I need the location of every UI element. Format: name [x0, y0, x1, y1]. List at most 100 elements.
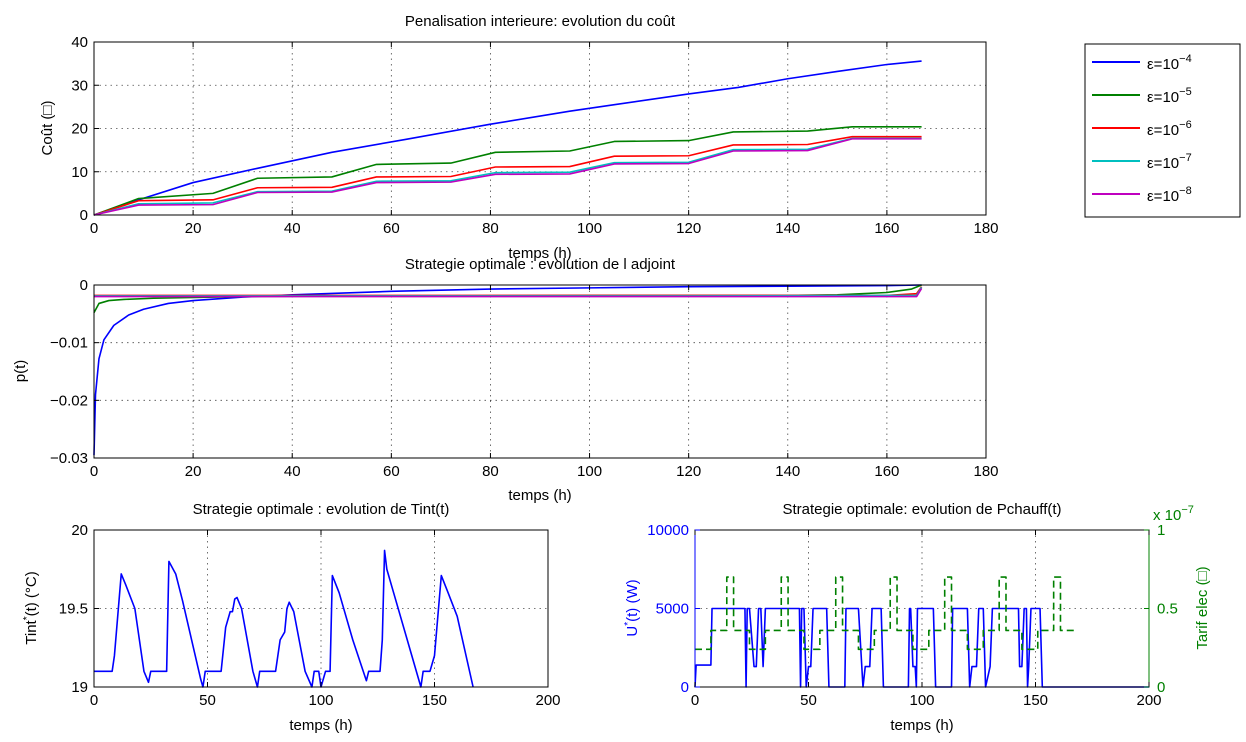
cost-chart: 0 20 40 60 80 100 120 140 160 180 0 10 20 30 40 Penali…: [39, 13, 1241, 262]
cost-left-ytick-label-4: 40: [71, 34, 88, 51]
cost-ylabel: Coût (□): [39, 101, 56, 156]
pchauff-series-0: [694, 607, 1149, 688]
cost-xtick-label-0: 0: [90, 220, 98, 237]
pchauff-right-ytick-label-1: 0.5: [1157, 601, 1178, 618]
pchauff-left-ylabel-sup: *: [623, 622, 634, 626]
tint-series: [94, 549, 474, 688]
legend-label-0: ε=10−4: [1147, 53, 1192, 73]
cost-xlabel: temps (h): [508, 245, 571, 262]
cost-series-3: [93, 137, 922, 216]
cost-xtick-label-5: 100: [577, 220, 602, 237]
legend-label-4: ε=10−8: [1147, 185, 1192, 205]
adjoint-left-ytick-label-2: −0.01: [50, 335, 88, 352]
tint-grid: [94, 530, 548, 687]
adjoint-xtick-label-8: 160: [874, 463, 899, 480]
pchauff-right-ylabel: Tarif elec (□): [1194, 566, 1211, 649]
adjoint-xtick-label-7: 140: [775, 463, 800, 480]
cost-xtick-label-3: 60: [383, 220, 400, 237]
cost-xtick-label-1: 20: [185, 220, 202, 237]
tint-ylabel-base: Tint: [23, 619, 40, 644]
adjoint-xlabel: temps (h): [508, 487, 571, 504]
tint-title: Strategie optimale : evolution de Tint(t…: [193, 501, 450, 518]
cost-xtick-label-6: 120: [676, 220, 701, 237]
legend-label-3: ε=10−7: [1147, 152, 1192, 172]
cost-xtick-label-7: 140: [775, 220, 800, 237]
tint-ticks: 0 50 100 150 200 19 19.5 20: [59, 522, 561, 709]
pchauff-xtick-label-0: 0: [691, 692, 699, 709]
tint-left-ytick-label-1: 19.5: [59, 601, 88, 618]
pchauff-left-ylabel: U*(t) (W): [623, 579, 641, 636]
cost-title: Penalisation interieure: evolution du co…: [405, 13, 676, 30]
pchauff-right-exponent: x 10−7: [1153, 504, 1194, 524]
pchauff-xlabel: temps (h): [890, 717, 953, 734]
tint-ylabel-sup: *: [22, 616, 33, 620]
adjoint-chart: 0 20 40 60 80 100 120 140 160 180−0.03−0.02−0.010…: [12, 256, 999, 504]
adjoint-xtick-label-4: 80: [482, 463, 499, 480]
cost-left-ytick-label-2: 20: [71, 121, 88, 138]
tint-xlabel: temps (h): [289, 717, 352, 734]
pchauff-series: [694, 576, 1149, 688]
adjoint-xtick-label-6: 120: [676, 463, 701, 480]
adjoint-left-ytick-label-3: 0: [80, 277, 88, 294]
adjoint-xtick-label-9: 180: [973, 463, 998, 480]
pchauff-left-ylabel-rest: (t) (W): [624, 579, 641, 621]
cost-xtick-label-2: 40: [284, 220, 301, 237]
cost-xtick-label-8: 160: [874, 220, 899, 237]
adjoint-plot-area: [93, 284, 987, 459]
legend-box: [1084, 43, 1241, 218]
legend-label-2: ε=10−6: [1147, 119, 1192, 139]
tint-ylabel: Tint*(t) (°C): [22, 571, 40, 645]
cost-left-ytick-label-0: 0: [80, 207, 88, 224]
cost-left-ytick-label-1: 10: [71, 164, 88, 181]
adjoint-ticks: 0 20 40 60 80 100 120 140 160 180 −0.03 −0.02 −0.01 0: [50, 277, 998, 480]
cost-series-2: [93, 135, 922, 216]
adjoint-xtick-label-2: 40: [284, 463, 301, 480]
tint-left-ytick-label-2: 20: [71, 522, 88, 539]
pchauff-left-ytick-label-0: 0: [681, 679, 689, 696]
pchauff-xtick-label-1: 50: [800, 692, 817, 709]
pchauff-xtick-label-2: 100: [909, 692, 934, 709]
tint-xtick-label-2: 100: [308, 692, 333, 709]
tint-ylabel-rest: (t) (°C): [23, 571, 40, 616]
adjoint-series: [93, 284, 923, 456]
adjoint-xtick-label-3: 60: [383, 463, 400, 480]
adjoint-grid: [94, 285, 986, 458]
tint-left-ytick-label-0: 19: [71, 679, 88, 696]
cost-series-0: [93, 60, 922, 216]
adjoint-axes-box: [93, 284, 987, 459]
tint-xtick-label-1: 50: [199, 692, 216, 709]
pchauff-left-ytick-label-2: 10000: [647, 522, 689, 539]
tint-xtick-label-4: 200: [535, 692, 560, 709]
pchauff-series-1: [695, 576, 1077, 651]
adjoint-xtick-label-0: 0: [90, 463, 98, 480]
cost-ticks: 0 20 40 60 80 100 120 140 160 180 0 10 20 30 40: [71, 34, 998, 237]
adjoint-series-4: [94, 288, 923, 298]
adjoint-series-0: [93, 284, 922, 456]
adjoint-left-ytick-label-0: −0.03: [50, 450, 88, 467]
cost-series-4: [93, 138, 922, 216]
adjoint-xtick-label-1: 20: [185, 463, 202, 480]
adjoint-left-ytick-label-1: −0.02: [50, 392, 88, 409]
pchauff-title: Strategie optimale: evolution de Pchauff…: [782, 501, 1061, 518]
legend-label-1: ε=10−5: [1147, 86, 1192, 106]
cost-left-ytick-label-3: 30: [71, 77, 88, 94]
adjoint-title: Strategie optimale : evolution de l adjo…: [405, 256, 676, 273]
pchauff-right-exponent-sup: −7: [1181, 504, 1194, 516]
pchauff-left-ylabel-base: U: [624, 626, 641, 637]
cost-xtick-label-4: 80: [482, 220, 499, 237]
cost-xtick-label-9: 180: [973, 220, 998, 237]
pchauff-left-ytick-label-1: 5000: [656, 601, 689, 618]
cost-series: [93, 60, 922, 216]
pchauff-xtick-label-3: 150: [1023, 692, 1048, 709]
cost-series-1: [93, 125, 922, 216]
tint-series-0: [94, 549, 474, 688]
pchauff-xtick-label-4: 200: [1136, 692, 1161, 709]
tint-chart: 0 50 100 150 200 19 19.5 20 Strategie optimale …: [22, 501, 561, 734]
pchauff-right-exponent-base: x 10: [1153, 507, 1181, 524]
pchauff-right-ytick-label-0: 0: [1157, 679, 1165, 696]
tint-xtick-label-3: 150: [422, 692, 447, 709]
cost-legend: ε=10−4 ε=10−5 ε=10−6 ε=10−7 ε=10−8: [1084, 43, 1241, 218]
